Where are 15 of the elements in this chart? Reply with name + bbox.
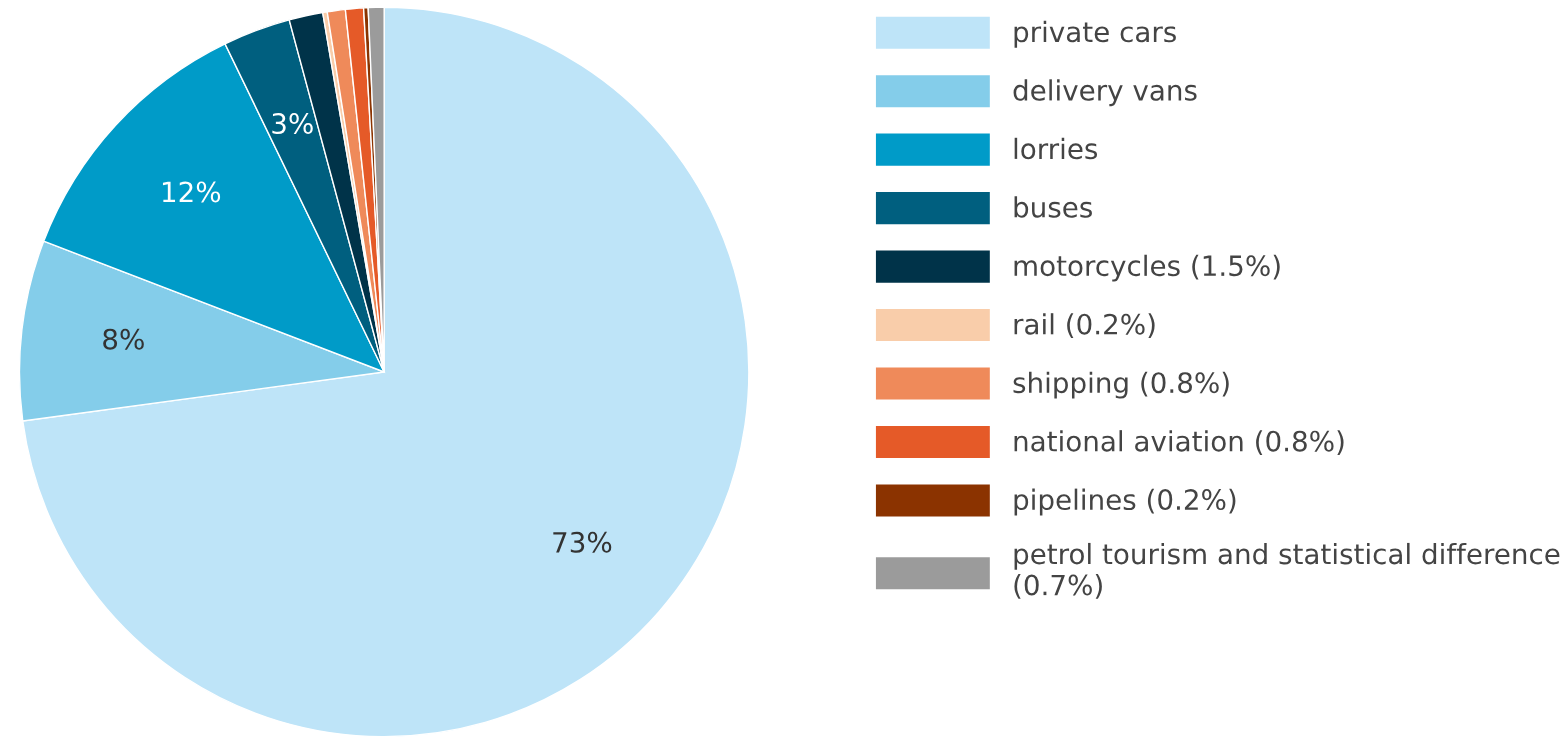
data-label: 73% (553, 531, 612, 553)
data-label: 8% (103, 328, 144, 350)
data-label: 3% (272, 113, 313, 135)
pie-slice (22, 6, 750, 738)
legend-label: lorries (1014, 137, 1098, 160)
legend-label: national aviation (0.8%) (1014, 430, 1344, 455)
legend-label: pipelines (0.2%) (1014, 488, 1236, 516)
legend-label: buses (1014, 196, 1092, 218)
data-label: 12% (162, 181, 221, 203)
legend-label: shipping (0.8%) (1013, 371, 1229, 399)
legend-label: motorcycles (1.5%) (1014, 254, 1280, 282)
legend-label: rail (0.2%) (1014, 313, 1155, 338)
legend-label: delivery vans (1013, 79, 1197, 107)
legend-label: petrol tourism and statistical difference (0.7%) (1014, 542, 1560, 599)
legend-label: private cars (1014, 20, 1176, 48)
